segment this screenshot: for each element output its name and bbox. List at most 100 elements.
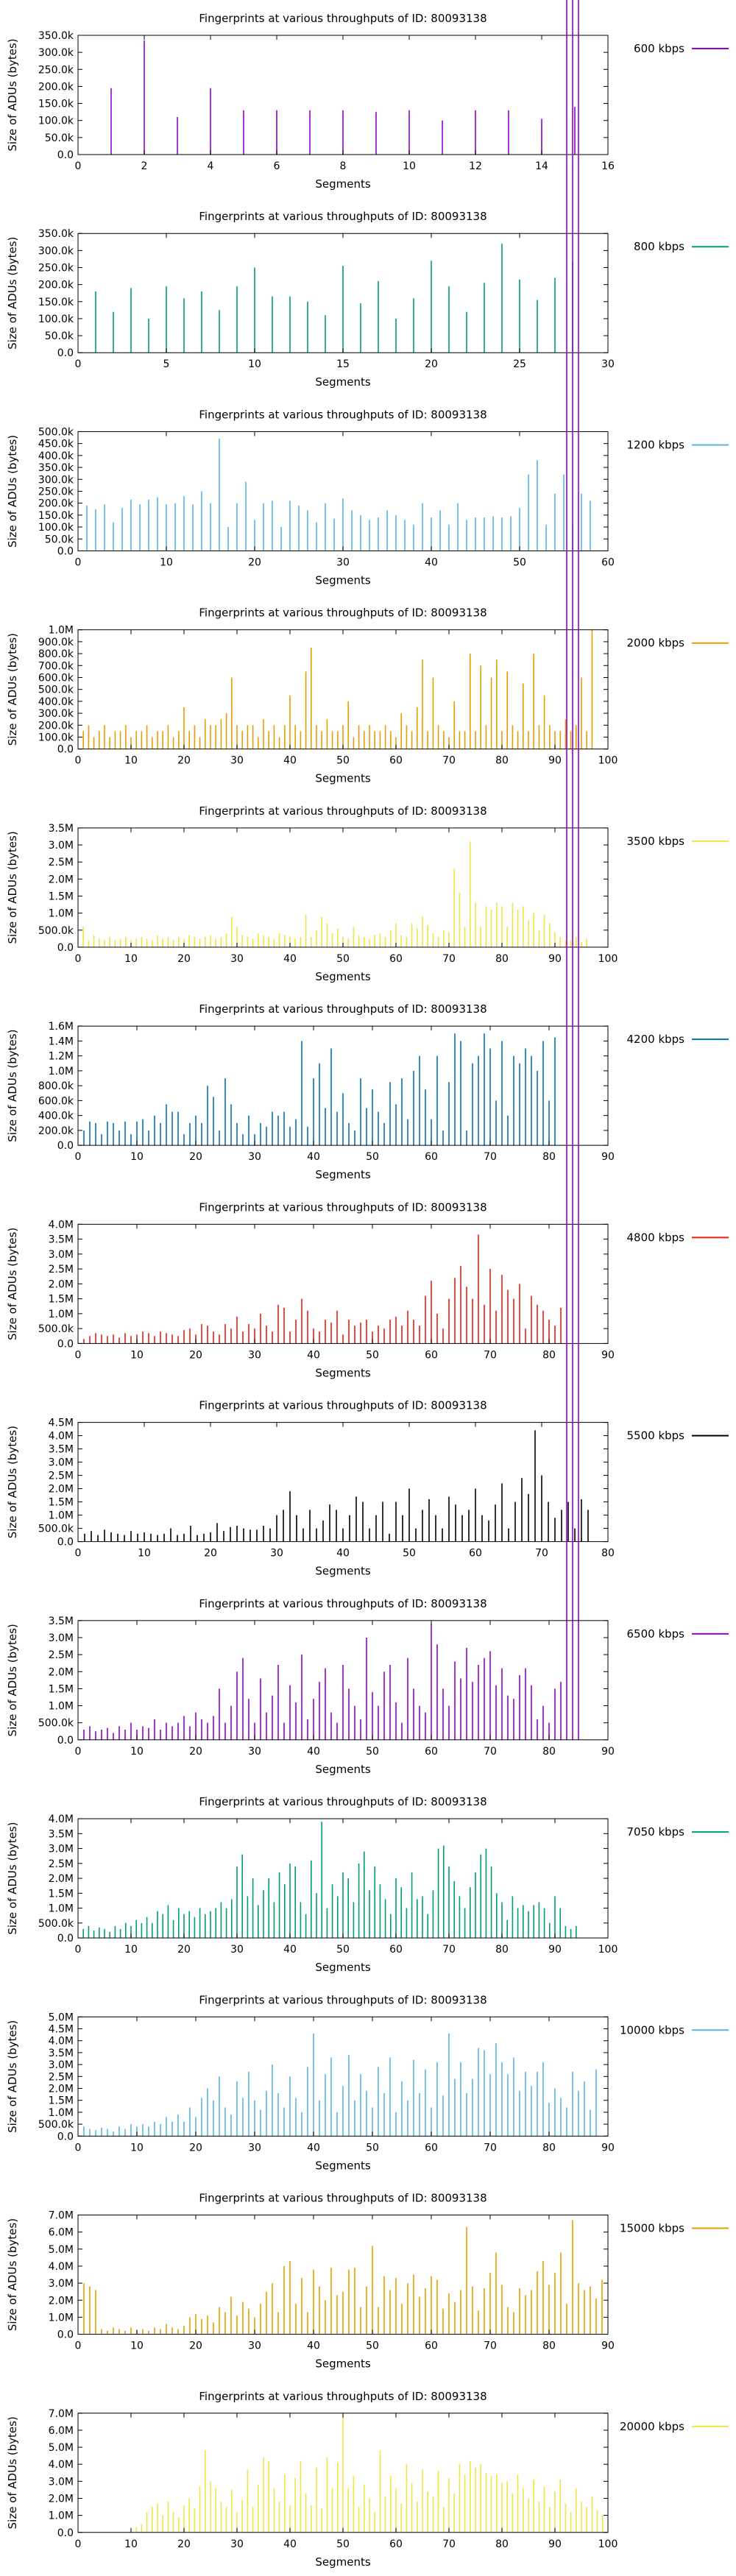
y-tick-label: 2.5M xyxy=(49,1649,74,1661)
x-tick-label: 10 xyxy=(138,1548,151,1560)
y-tick-label: 3.0M xyxy=(49,2476,74,2488)
x-axis-label: Segments xyxy=(315,772,371,785)
y-tick-label: 7.0M xyxy=(49,2210,74,2222)
y-axis-label: Size of ADUs (bytes) xyxy=(6,1228,19,1340)
x-tick-label: 90 xyxy=(548,953,562,965)
x-tick-label: 40 xyxy=(307,1746,320,1758)
y-tick-label: 200.0k xyxy=(38,498,74,510)
y-tick-label: 4.0M xyxy=(49,1219,74,1231)
y-tick-label: 2.0M xyxy=(49,2084,74,2095)
chart-panel: Fingerprints at various throughputs of I… xyxy=(6,1200,729,1379)
y-tick-label: 0.0 xyxy=(57,1933,74,1945)
y-tick-label: 3.0M xyxy=(49,2059,74,2071)
x-tick-label: 70 xyxy=(484,1151,497,1163)
y-tick-label: 1.0M xyxy=(49,625,74,637)
x-axis-label: Segments xyxy=(315,375,371,389)
x-tick-label: 40 xyxy=(425,556,438,568)
y-tick-label: 2.0M xyxy=(49,874,74,885)
x-tick-label: 80 xyxy=(542,1349,556,1361)
x-tick-label: 0 xyxy=(75,1349,82,1361)
legend-label: 6500 kbps xyxy=(627,1627,685,1641)
y-tick-label: 2.5M xyxy=(49,1264,74,1275)
plot-frame xyxy=(77,1620,609,1741)
legend-label: 7050 kbps xyxy=(627,1825,685,1839)
x-tick-label: 90 xyxy=(601,1349,615,1361)
x-tick-label: 20 xyxy=(425,358,438,370)
x-tick-label: 90 xyxy=(601,2142,615,2154)
y-tick-label: 800.0k xyxy=(38,648,74,660)
x-axis-label: Segments xyxy=(315,1168,371,1181)
x-tick-label: 40 xyxy=(336,1548,350,1560)
x-tick-label: 30 xyxy=(230,2538,244,2550)
x-tick-label: 100 xyxy=(598,755,618,767)
y-tick-label: 350.0k xyxy=(38,462,74,474)
x-tick-label: 80 xyxy=(495,755,509,767)
x-tick-label: 100 xyxy=(598,2538,618,2550)
chart-panel: Fingerprints at various throughputs of I… xyxy=(6,2192,729,2371)
x-tick-label: 60 xyxy=(469,1548,482,1560)
y-tick-label: 500.0k xyxy=(38,1323,74,1335)
x-tick-label: 60 xyxy=(425,1746,438,1758)
chart-panel: Fingerprints at various throughputs of I… xyxy=(6,804,729,983)
chart-title: Fingerprints at various throughputs of I… xyxy=(199,1399,486,1412)
x-tick-label: 0 xyxy=(75,755,82,767)
x-tick-label: 30 xyxy=(248,2142,261,2154)
x-tick-label: 20 xyxy=(204,1548,217,1560)
y-tick-label: 200.0k xyxy=(38,81,74,93)
x-tick-label: 90 xyxy=(601,1151,615,1163)
legend-label: 800 kbps xyxy=(634,240,684,253)
x-tick-label: 15 xyxy=(336,358,350,370)
y-tick-label: 2.5M xyxy=(49,2071,74,2083)
x-axis-label: Segments xyxy=(315,1366,371,1379)
plot-frame xyxy=(77,2215,609,2335)
x-tick-label: 25 xyxy=(513,358,526,370)
x-tick-label: 70 xyxy=(442,755,456,767)
y-tick-label: 3.5M xyxy=(49,2048,74,2059)
y-tick-label: 4.0M xyxy=(49,1431,74,1443)
x-tick-label: 10 xyxy=(130,1746,144,1758)
x-tick-label: 10 xyxy=(124,1944,138,1956)
y-tick-label: 5.0M xyxy=(49,2244,74,2256)
x-axis-label: Segments xyxy=(315,573,371,587)
legend-label: 15000 kbps xyxy=(620,2222,684,2235)
y-tick-label: 4.0M xyxy=(49,2261,74,2273)
x-tick-label: 60 xyxy=(389,953,403,965)
x-tick-label: 0 xyxy=(75,160,82,172)
y-axis-label: Size of ADUs (bytes) xyxy=(6,435,19,548)
x-tick-label: 80 xyxy=(542,1746,556,1758)
x-tick-label: 60 xyxy=(425,1349,438,1361)
x-tick-label: 8 xyxy=(340,160,347,172)
y-tick-label: 700.0k xyxy=(38,660,74,672)
y-tick-label: 800.0k xyxy=(38,1080,74,1092)
y-tick-label: 100.0k xyxy=(38,314,74,325)
y-tick-label: 2.0M xyxy=(49,1278,74,1290)
y-tick-label: 300.0k xyxy=(38,474,74,486)
y-tick-label: 400.0k xyxy=(38,696,74,708)
x-tick-label: 80 xyxy=(542,2142,556,2154)
y-tick-label: 3.5M xyxy=(49,1234,74,1246)
y-tick-label: 500.0k xyxy=(38,1524,74,1535)
x-tick-label: 50 xyxy=(366,2142,379,2154)
x-tick-label: 50 xyxy=(366,1746,379,1758)
y-axis-label: Size of ADUs (bytes) xyxy=(6,237,19,350)
y-axis-label: Size of ADUs (bytes) xyxy=(6,2020,19,2133)
y-tick-label: 1.5M xyxy=(49,2095,74,2107)
x-tick-label: 70 xyxy=(442,1944,456,1956)
chart-title: Fingerprints at various throughputs of I… xyxy=(199,2390,486,2403)
y-tick-label: 250.0k xyxy=(38,263,74,275)
x-tick-label: 40 xyxy=(307,2340,320,2352)
y-tick-label: 0.0 xyxy=(57,2329,74,2341)
legend-label: 20000 kbps xyxy=(620,2420,684,2433)
x-tick-label: 30 xyxy=(601,358,615,370)
y-tick-label: 0.0 xyxy=(57,2527,74,2539)
y-tick-label: 100.0k xyxy=(38,522,74,534)
y-tick-label: 4.5M xyxy=(49,1418,74,1429)
y-tick-label: 4.0M xyxy=(49,2459,74,2471)
x-tick-label: 30 xyxy=(270,1548,283,1560)
y-tick-label: 50.0k xyxy=(45,330,74,342)
x-tick-label: 4 xyxy=(208,160,214,172)
x-tick-label: 70 xyxy=(484,1746,497,1758)
y-tick-label: 1.4M xyxy=(49,1036,74,1047)
x-tick-label: 10 xyxy=(130,1349,144,1361)
x-tick-label: 60 xyxy=(389,2538,403,2550)
